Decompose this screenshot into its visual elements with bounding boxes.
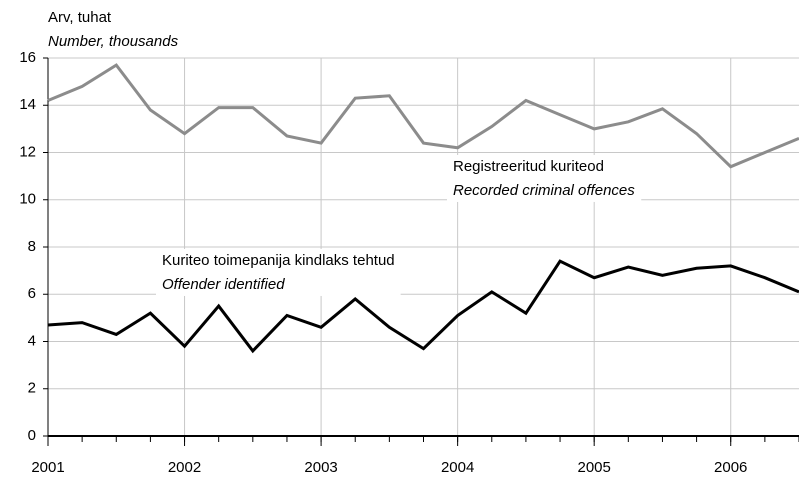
y-tick-label: 14: [19, 96, 36, 113]
y-tick-label: 4: [28, 332, 36, 349]
y-tick-label: 10: [19, 191, 36, 208]
x-tick-label: 2003: [304, 459, 337, 476]
y-tick-label: 8: [28, 238, 36, 255]
series-line: [47, 259, 799, 354]
y-axis-title: Arv, tuhat: [48, 9, 112, 26]
y-tick-label: 2: [28, 380, 36, 397]
series-line: [47, 63, 799, 169]
series-name-en: Recorded criminal offences: [453, 182, 635, 199]
y-axis-title-en: Number, thousands: [48, 33, 179, 50]
x-tick-label: 2004: [441, 459, 474, 476]
series-name-en: Offender identified: [162, 276, 285, 293]
x-tick-label: 2005: [577, 459, 610, 476]
series-name: Registreeritud kuriteod: [453, 158, 604, 175]
label-bg: [156, 248, 401, 296]
label-bg: [447, 154, 642, 202]
series-name: Kuriteo toimepanija kindlaks tehtud: [162, 252, 395, 269]
series-label: Registreeritud kuriteod Recorded criminal…: [447, 154, 642, 202]
y-tick-label: 0: [28, 427, 36, 444]
y-tick-label: 12: [19, 143, 36, 160]
x-tick-label: 2002: [168, 459, 201, 476]
series-label: Kuriteo toimepanija kindlaks tehtud Offen…: [156, 248, 401, 296]
y-tick-label: 16: [19, 49, 36, 66]
y-tick-label: 6: [28, 285, 36, 302]
x-tick-label: 2006: [714, 459, 747, 476]
x-tick-label: 2001: [31, 459, 64, 476]
grid: [47, 57, 799, 436]
